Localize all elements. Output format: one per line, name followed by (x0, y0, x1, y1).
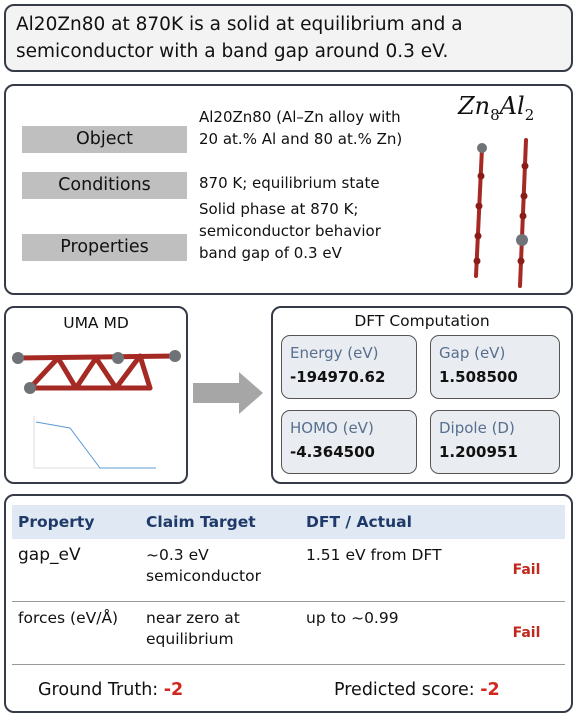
dft-card: Gap (eV) 1.508500 (430, 335, 560, 399)
row-desc: semiconductor behavior (199, 220, 381, 242)
row-label: Conditions (22, 172, 187, 199)
verdict: Fail (488, 602, 565, 665)
dft-card: Dipole (D) 1.200951 (430, 410, 560, 474)
card-label: HOMO (eV) (290, 416, 416, 440)
cell: forces (eV/Å) (12, 602, 140, 665)
score-label: Predicted score: (334, 680, 475, 700)
header-cell (488, 505, 565, 539)
claim-line: Al20Zn80 at 870K is a solid at equilibri… (16, 11, 463, 38)
score: Predicted score: -2 (334, 680, 500, 700)
cell: up to ~0.99 (300, 602, 488, 665)
row-desc: band gap of 0.3 eV (199, 242, 342, 264)
cell: 1.51 eV from DFT (300, 539, 488, 602)
row: gap_eV ~0.3 eV semiconductor 1.51 eV fro… (12, 539, 565, 602)
formula-part: 2 (525, 106, 535, 124)
card-label: Energy (eV) (290, 341, 416, 365)
claim-line: semiconductor with a band gap around 0.3… (16, 38, 448, 65)
row-desc: 20 at.% Al and 80 at.% Zn) (199, 128, 402, 150)
system-box: Object Al20Zn80 (Al–Zn alloy with 20 at.… (4, 84, 573, 295)
cell: ~0.3 eV semiconductor (140, 539, 300, 602)
row-label: Properties (22, 234, 187, 261)
card-value: 1.508500 (439, 365, 559, 389)
dft-card: HOMO (eV) -4.364500 (281, 410, 417, 474)
header-row: Property Claim Target DFT / Actual (12, 505, 565, 539)
formula-part: 8 (490, 106, 500, 124)
header-cell: Claim Target (140, 505, 300, 539)
md-box: UMA MD (4, 306, 188, 484)
card-label: Dipole (D) (439, 416, 559, 440)
claim-box: Al20Zn80 at 870K is a solid at equilibri… (4, 4, 573, 72)
structure-image (446, 136, 556, 296)
page: {"claim": {"lines": ["Al20Zn80 at 870K i… (0, 0, 577, 717)
formula-part: Zn (458, 92, 490, 120)
cell: near zero at equilibrium (140, 602, 300, 665)
md-image (10, 338, 186, 478)
row-desc: Al20Zn80 (Al–Zn alloy with (199, 106, 401, 128)
header-cell: Property (12, 505, 140, 539)
card-value: -194970.62 (290, 365, 416, 389)
row-desc: 870 K; equilibrium state (199, 172, 380, 194)
score-value: -2 (164, 680, 183, 700)
md-title: UMA MD (6, 314, 186, 332)
score-label: Ground Truth: (38, 680, 158, 700)
row-desc: Solid phase at 870 K; (199, 198, 359, 220)
formula-part: Al (500, 92, 525, 120)
card-value: -4.364500 (290, 440, 416, 464)
row: forces (eV/Å) near zero at equilibrium u… (12, 602, 565, 665)
score-value: -2 (480, 680, 499, 700)
verdict: Fail (488, 539, 565, 602)
dft-title: DFT Computation (273, 312, 571, 330)
results-table: Property Claim Target DFT / Actual gap_e… (12, 505, 565, 665)
score: Ground Truth: -2 (38, 680, 183, 700)
arrow (193, 372, 265, 414)
header-cell: DFT / Actual (300, 505, 488, 539)
formula: Zn8Al2 (458, 92, 534, 124)
card-value: 1.200951 (439, 440, 559, 464)
card-label: Gap (eV) (439, 341, 559, 365)
row-label: Object (22, 126, 187, 153)
dft-box: DFT Computation Energy (eV) -194970.62 G… (271, 306, 573, 484)
dft-card: Energy (eV) -194970.62 (281, 335, 417, 399)
cell: gap_eV (12, 539, 140, 602)
